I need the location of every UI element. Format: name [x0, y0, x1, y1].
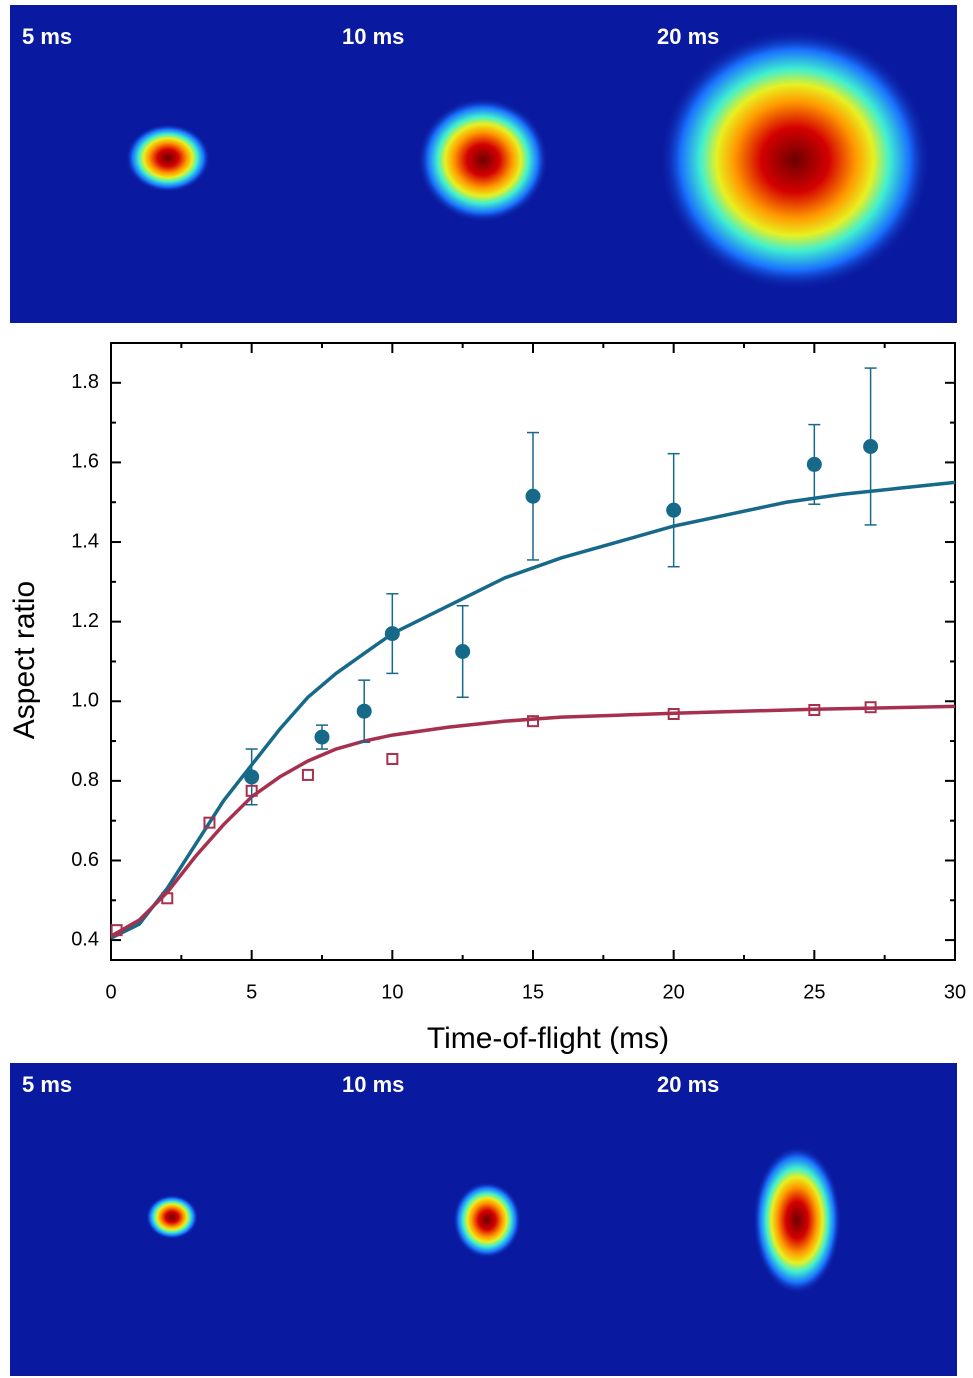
y-tick-label: 0.6 — [71, 849, 99, 871]
cloud — [660, 30, 930, 290]
y-tick-label: 1.8 — [71, 371, 99, 393]
point — [161, 892, 174, 905]
bottom-images: 5 ms 10 ms 20 ms — [10, 1063, 957, 1376]
top-images: 5 ms 10 ms 20 ms — [10, 5, 957, 323]
point — [455, 644, 471, 659]
y-tick-label: 1.4 — [71, 530, 99, 552]
point — [110, 924, 123, 937]
point — [864, 701, 877, 714]
panel-label: 5 ms — [22, 1072, 72, 1097]
point — [301, 768, 314, 781]
point — [667, 707, 680, 720]
x-axis-label: Time-of-flight (ms) — [427, 1022, 669, 1055]
plot-frame — [110, 342, 956, 961]
point — [666, 502, 682, 518]
point — [527, 715, 539, 728]
panel-label: 20 ms — [657, 1072, 719, 1097]
point — [244, 769, 260, 785]
cloud — [126, 124, 210, 192]
point — [203, 816, 216, 829]
point — [806, 456, 822, 472]
cloud — [453, 1182, 521, 1258]
point — [314, 729, 330, 745]
panel-label: 20 ms — [657, 24, 719, 49]
panel-label: 5 ms — [22, 24, 72, 49]
panel-label: 10 ms — [342, 1072, 404, 1097]
panel-label: 10 ms — [342, 24, 404, 49]
cloud — [418, 98, 548, 222]
x-tick-label: 20 — [663, 981, 685, 1003]
x-tick-label: 15 — [522, 981, 544, 1003]
fit-line — [110, 704, 956, 938]
cloud — [146, 1195, 198, 1239]
y-tick-label: 1.0 — [71, 690, 99, 712]
x-tick-label: 5 — [246, 981, 257, 1003]
point — [384, 626, 400, 642]
point — [863, 438, 879, 454]
x-tick-label: 30 — [944, 981, 966, 1003]
point — [808, 704, 821, 717]
point — [386, 752, 399, 765]
y-axis-label: Aspect ratio — [8, 581, 41, 739]
y-tick-label: 0.8 — [71, 769, 99, 791]
y-tick-label: 0.4 — [71, 928, 99, 950]
x-tick-label: 0 — [105, 981, 116, 1003]
y-tick-label: 1.6 — [71, 451, 99, 473]
point — [245, 784, 258, 797]
point — [525, 488, 541, 504]
y-tick-label: 1.2 — [71, 610, 99, 632]
point — [356, 703, 372, 719]
x-tick-label: 25 — [803, 981, 825, 1003]
x-tick-label: 10 — [381, 981, 403, 1003]
cloud — [753, 1146, 841, 1294]
